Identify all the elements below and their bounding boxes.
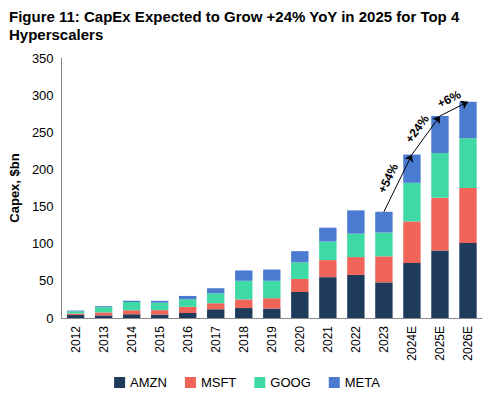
svg-text:2024E: 2024E [405, 326, 419, 361]
svg-text:2012: 2012 [69, 326, 83, 353]
svg-text:Capex, $bn: Capex, $bn [7, 153, 22, 222]
svg-text:MSFT: MSFT [201, 375, 236, 390]
svg-text:2021: 2021 [321, 326, 335, 353]
svg-text:150: 150 [32, 199, 54, 214]
svg-text:2022: 2022 [349, 326, 363, 353]
svg-text:250: 250 [32, 125, 54, 140]
svg-text:2026E: 2026E [461, 326, 475, 361]
svg-text:0: 0 [46, 311, 53, 326]
svg-text:+6%: +6% [435, 87, 463, 111]
svg-text:GOOG: GOOG [270, 375, 310, 390]
svg-text:100: 100 [32, 236, 54, 251]
svg-text:2020: 2020 [293, 326, 307, 353]
svg-text:2015: 2015 [153, 326, 167, 353]
svg-text:2017: 2017 [209, 326, 223, 353]
svg-text:200: 200 [32, 162, 54, 177]
svg-text:+54%: +54% [375, 161, 401, 195]
svg-text:50: 50 [39, 273, 53, 288]
svg-text:2018: 2018 [237, 326, 251, 353]
svg-text:2023: 2023 [377, 326, 391, 353]
svg-text:350: 350 [32, 51, 54, 66]
svg-text:300: 300 [32, 88, 54, 103]
svg-text:META: META [345, 375, 380, 390]
svg-text:AMZN: AMZN [130, 375, 167, 390]
svg-text:Figure 11: CapEx Expected to G: Figure 11: CapEx Expected to Grow +24% Y… [9, 8, 463, 25]
svg-text:2025E: 2025E [433, 326, 447, 361]
svg-text:+24%: +24% [402, 112, 432, 146]
svg-text:2014: 2014 [125, 326, 139, 353]
svg-text:Hyperscalers: Hyperscalers [9, 26, 103, 43]
svg-text:2013: 2013 [97, 326, 111, 353]
svg-text:2016: 2016 [181, 326, 195, 353]
svg-text:2019: 2019 [265, 326, 279, 353]
